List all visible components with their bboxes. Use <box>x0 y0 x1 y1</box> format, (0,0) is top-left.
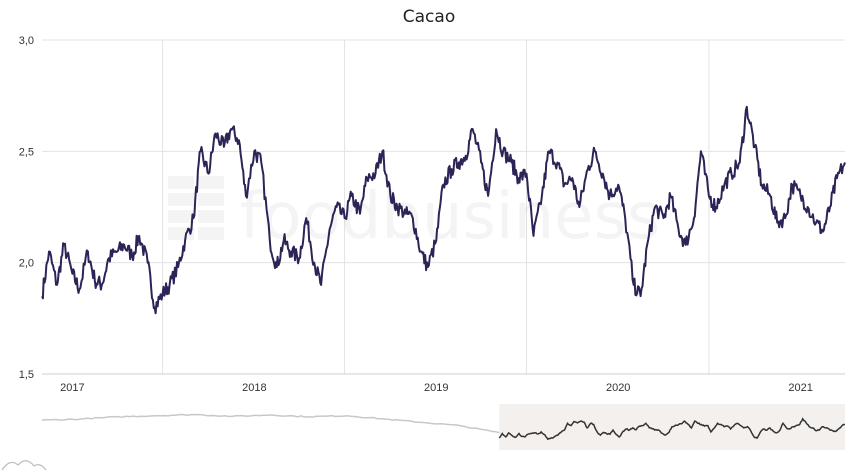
x-tick-label: 2021 <box>788 382 812 394</box>
x-tick-label: 2017 <box>60 382 84 394</box>
watermark-logo-block <box>198 176 224 189</box>
chart-title: Cacao <box>403 7 455 27</box>
y-axis-ticks: 1,5 2,0 2,5 3,0 <box>19 35 34 381</box>
x-tick-label: 2019 <box>424 382 448 394</box>
watermark-logo-block <box>198 193 224 206</box>
x-tick-label: 2020 <box>606 382 630 394</box>
navigator-line-selected <box>498 417 845 441</box>
watermark-logo-icon <box>168 176 224 240</box>
watermark-logo-block <box>198 227 224 240</box>
x-axis-ticks: 2017 2018 2019 2020 2021 <box>60 382 813 394</box>
x-tick-label: 2018 <box>242 382 266 394</box>
y-tick-label: 2,5 <box>19 146 34 158</box>
y-tick-label: 2,0 <box>19 258 34 270</box>
y-tick-label: 3,0 <box>19 35 34 47</box>
chart-logo-icon <box>1 460 47 471</box>
navigator-line-unselected <box>41 413 500 434</box>
grid <box>42 39 845 375</box>
series-line-cacao <box>41 105 846 315</box>
watermark-logo-block <box>198 210 224 223</box>
watermark-logo-block <box>168 176 194 189</box>
watermark-logo-block <box>168 193 194 206</box>
y-tick-label: 1,5 <box>19 369 34 381</box>
range-navigator[interactable] <box>41 404 845 450</box>
watermark-logo-block <box>168 210 194 223</box>
